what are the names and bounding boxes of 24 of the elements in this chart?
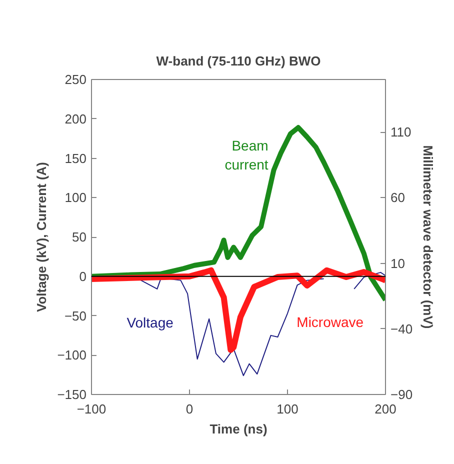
x-tick-label: 100 — [276, 402, 298, 416]
y2-tick-label: −40 — [390, 321, 413, 336]
y2-tick-label: 60 — [390, 190, 405, 206]
series-label: Voltage — [126, 314, 174, 331]
y-tick-label: 150 — [64, 150, 87, 166]
x-axis-title: Time (ns) — [210, 422, 268, 436]
y-tick-label: 250 — [64, 72, 87, 87]
series-label: Beam current — [224, 137, 268, 173]
x-tick-label: 200 — [374, 402, 396, 416]
y2-tick-label: 10 — [390, 256, 405, 271]
chart-title: W-band (75-110 GHz) BWO — [156, 54, 321, 68]
text: Microwave — [296, 314, 364, 330]
y-tick-label: 50 — [72, 230, 87, 244]
y-tick-label: 100 — [64, 190, 87, 206]
y-axis-title: Voltage (kV), Current (A) — [34, 162, 50, 312]
y2-tick-label: 110 — [390, 124, 412, 140]
y-tick-label: −100 — [57, 348, 87, 363]
y-tick-label: −50 — [64, 308, 87, 324]
y-tick-label: −150 — [57, 387, 87, 402]
y2-tick-label: −90 — [390, 387, 413, 402]
x-tick-label: 0 — [186, 402, 194, 416]
y-tick-label: 0 — [79, 268, 87, 284]
y-tick-label: 200 — [64, 111, 87, 126]
y2-axis-title: Millimeter wave detector (mV) — [420, 145, 436, 329]
